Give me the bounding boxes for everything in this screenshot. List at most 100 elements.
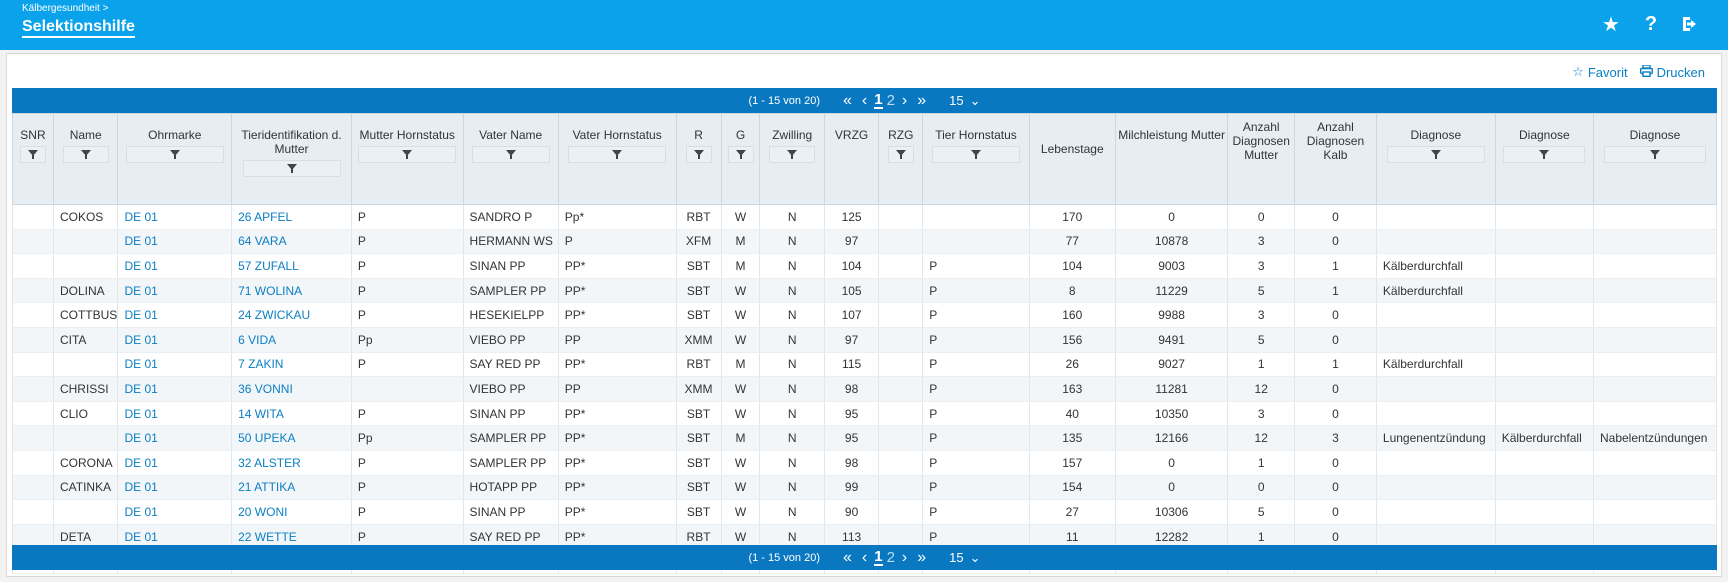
ear-tag-link[interactable]: DE 01: [124, 381, 158, 396]
filter-icon[interactable]: [62, 146, 109, 163]
first-page-icon[interactable]: «: [843, 91, 852, 109]
mother-id-link[interactable]: 57 ZUFALL: [238, 258, 299, 273]
table-cell: 0: [1293, 327, 1377, 353]
column-header[interactable]: RZG: [878, 113, 924, 205]
table-row[interactable]: CHRISSI DE 01 36 VONNI VIEBO PP PP XMM W N 98 P 16…: [12, 376, 1718, 402]
table-row[interactable]: CATINKA DE 01 21 ATTIKA P HOTAPP PP PP* SBT W N 9…: [12, 475, 1718, 501]
mother-id-link[interactable]: 64 VARA: [238, 234, 287, 249]
breadcrumb[interactable]: Kälbergesundheit >: [22, 3, 109, 14]
column-header[interactable]: Mutter Hornstatus: [350, 113, 464, 205]
table-row[interactable]: DE 01 57 ZUFALL P SINAN PP PP* SBT M N 104 P 104 90…: [12, 253, 1718, 279]
table-row[interactable]: DOLINA DE 01 71 WOLINA P SAMPLER PP PP* SBT W N 1…: [12, 278, 1718, 304]
mother-id-link[interactable]: 32 ALSTER: [238, 455, 301, 470]
favorite-button[interactable]: ☆ Favorit: [1572, 64, 1627, 80]
filter-icon[interactable]: [1503, 146, 1586, 163]
filter-icon[interactable]: [1603, 146, 1706, 163]
filter-icon[interactable]: [1386, 146, 1485, 163]
mother-id-link[interactable]: 22 WETTE: [238, 529, 297, 544]
table-row[interactable]: CORONA DE 01 32 ALSTER P SAMPLER PP PP* SBT W N 9…: [12, 450, 1718, 476]
ear-tag-link[interactable]: DE 01: [124, 258, 158, 273]
print-button[interactable]: Drucken: [1639, 63, 1705, 80]
table-row[interactable]: CLIO DE 01 14 WITA P SINAN PP PP* SBT W N 95 P 40 10…: [12, 401, 1718, 427]
page-size-select[interactable]: 15 ⌄: [949, 93, 980, 109]
mother-id-link[interactable]: 26 APFEL: [238, 209, 293, 224]
star-icon[interactable]: ★: [1602, 13, 1620, 36]
table-cell: 104: [1028, 253, 1116, 279]
column-header[interactable]: Milchleistung Mutter: [1114, 113, 1229, 205]
last-page-icon[interactable]: »: [917, 548, 927, 566]
prev-page-icon[interactable]: ‹: [861, 548, 868, 566]
help-icon[interactable]: ?: [1644, 12, 1658, 35]
column-header[interactable]: Vater Name: [462, 113, 559, 205]
mother-id-link[interactable]: 50 UPEKA: [238, 431, 296, 446]
filter-icon[interactable]: [727, 146, 754, 163]
ear-tag-link[interactable]: DE 01: [124, 308, 158, 323]
table-row[interactable]: DE 01 64 VARA P HERMANN WS P XFM M N 97 77 10878 3 0: [12, 229, 1718, 255]
logout-icon[interactable]: [1680, 12, 1702, 36]
column-header[interactable]: Tier Hornstatus: [922, 113, 1030, 205]
ear-tag-link[interactable]: DE 01: [124, 283, 158, 298]
filter-icon[interactable]: [471, 146, 550, 163]
column-header[interactable]: Anzahl Diagnosen Mutter: [1227, 113, 1295, 205]
filter-icon[interactable]: [19, 146, 46, 163]
column-header[interactable]: Lebenstage: [1028, 113, 1116, 205]
page-link-1[interactable]: 1: [874, 548, 883, 566]
ear-tag-link[interactable]: DE 01: [124, 332, 158, 347]
ear-tag-link[interactable]: DE 01: [124, 234, 158, 249]
column-header[interactable]: Tieridentifikation d. Mutter: [231, 113, 352, 205]
column-header[interactable]: Diagnose: [1592, 113, 1718, 205]
table-cell: DE 01: [117, 376, 233, 402]
filter-icon[interactable]: [568, 146, 667, 163]
next-page-icon[interactable]: ›: [901, 91, 908, 109]
prev-page-icon[interactable]: ‹: [861, 91, 868, 109]
next-page-icon[interactable]: ›: [901, 548, 908, 566]
ear-tag-link[interactable]: DE 01: [124, 480, 158, 495]
filter-icon[interactable]: [887, 146, 914, 163]
table-row[interactable]: DE 01 50 UPEKA Pp SAMPLER PP PP* SBT M N 95 P 135 1…: [12, 425, 1718, 451]
mother-id-link[interactable]: 24 ZWICKAU: [238, 308, 311, 323]
table-row[interactable]: DE 01 20 WONI P SINAN PP PP* SBT W N 90 P 27 10306 5…: [12, 499, 1718, 525]
mother-id-link[interactable]: 14 WITA: [238, 406, 284, 421]
column-header[interactable]: Ohrmarke: [117, 113, 233, 205]
ear-tag-link[interactable]: DE 01: [124, 455, 158, 470]
table-row[interactable]: DE 01 7 ZAKIN P SAY RED PP PP* RBT M N 115 P 26 902…: [12, 352, 1718, 378]
filter-icon[interactable]: [685, 146, 712, 163]
mother-id-link[interactable]: 7 ZAKIN: [238, 357, 284, 372]
mother-id-link[interactable]: 36 VONNI: [238, 381, 293, 396]
column-header[interactable]: R: [675, 113, 722, 205]
column-header[interactable]: Vater Hornstatus: [557, 113, 677, 205]
page-link-2[interactable]: 2: [886, 92, 895, 109]
table-row[interactable]: COKOS DE 01 26 APFEL P SANDRO P Pp* RBT W N 125 17…: [12, 204, 1718, 230]
mother-id-link[interactable]: 71 WOLINA: [238, 283, 303, 298]
table-row[interactable]: CITA DE 01 6 VIDA Pp VIEBO PP PP XMM W N 97 P 156 94…: [12, 327, 1718, 353]
column-header[interactable]: G: [720, 113, 761, 205]
filter-icon[interactable]: [932, 146, 1021, 163]
mother-id-link[interactable]: 6 VIDA: [238, 332, 277, 347]
filter-icon[interactable]: [242, 160, 341, 177]
last-page-icon[interactable]: »: [917, 91, 927, 109]
column-header[interactable]: Zwilling: [759, 113, 825, 205]
page-link-2[interactable]: 2: [886, 549, 895, 566]
column-header[interactable]: SNR: [12, 113, 54, 205]
ear-tag-link[interactable]: DE 01: [124, 529, 158, 544]
column-header[interactable]: Diagnose: [1494, 113, 1594, 205]
mother-id-link[interactable]: 21 ATTIKA: [238, 480, 296, 495]
ear-tag-link[interactable]: DE 01: [124, 406, 158, 421]
table-row[interactable]: COTTBUS DE 01 24 ZWICKAU P HESEKIELPP PP* SBT W…: [12, 302, 1718, 328]
first-page-icon[interactable]: «: [843, 548, 852, 566]
ear-tag-link[interactable]: DE 01: [124, 209, 158, 224]
page-link-1[interactable]: 1: [874, 91, 883, 109]
column-header[interactable]: Name: [52, 113, 119, 205]
filter-icon[interactable]: [125, 146, 224, 163]
column-header[interactable]: Diagnose: [1375, 113, 1496, 205]
page-size-select[interactable]: 15 ⌄: [949, 550, 980, 566]
table-cell: 57 ZUFALL: [231, 253, 352, 279]
mother-id-link[interactable]: 20 WONI: [238, 504, 288, 519]
ear-tag-link[interactable]: DE 01: [124, 431, 158, 446]
ear-tag-link[interactable]: DE 01: [124, 504, 158, 519]
column-header[interactable]: Anzahl Diagnosen Kalb: [1293, 113, 1377, 205]
ear-tag-link[interactable]: DE 01: [124, 357, 158, 372]
column-header[interactable]: VRZG: [823, 113, 880, 205]
filter-icon[interactable]: [358, 146, 457, 163]
filter-icon[interactable]: [769, 146, 816, 163]
